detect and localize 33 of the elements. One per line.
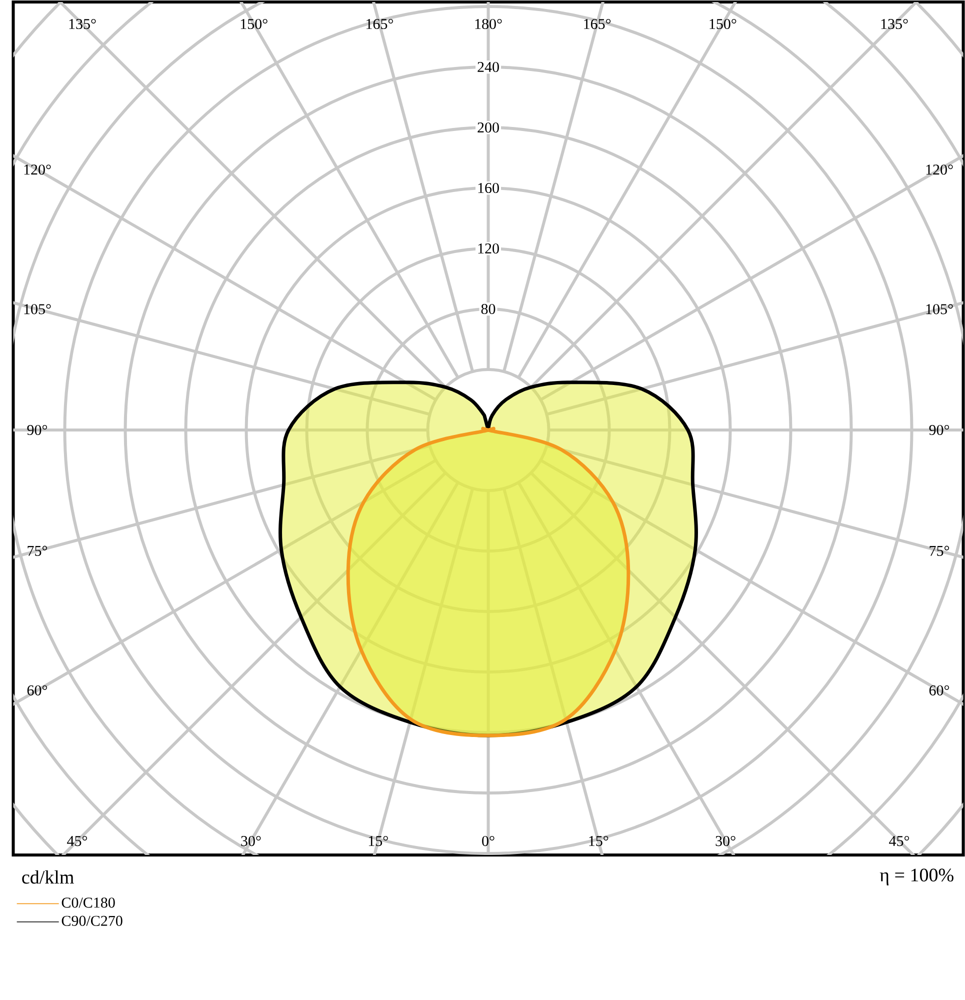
spoke-label: 105°	[926, 304, 953, 314]
spoke-label: 135°	[69, 18, 96, 30]
spoke-label: 165°	[366, 18, 393, 30]
y-tick-label: 120	[478, 243, 499, 254]
spoke-label: 105°	[24, 304, 51, 314]
spoke-label: 60°	[27, 685, 47, 696]
spoke-label: 60°	[929, 685, 949, 696]
y-tick-label: 80	[481, 304, 496, 314]
spoke-label: 180°	[475, 18, 502, 30]
spoke-label: 15°	[589, 836, 608, 846]
text: cd/klm	[22, 870, 74, 884]
spoke-label: 150°	[240, 18, 268, 30]
legend-label: C90/C270	[62, 916, 122, 926]
legend-label: C0/C180	[62, 898, 115, 908]
spoke-label: 120°	[24, 164, 51, 175]
spoke-label: 135°	[881, 18, 908, 30]
spoke-label: 150°	[710, 18, 736, 30]
spoke-label: 165°	[584, 18, 610, 30]
spoke-label: 120°	[926, 164, 953, 175]
y-tick-label: 160	[478, 182, 499, 194]
spoke-label: 30°	[241, 836, 261, 846]
spoke-label: 15°	[368, 836, 388, 846]
y-tick-label: 200	[478, 122, 499, 133]
spoke-label: 75°	[28, 546, 47, 556]
spoke-label: 45°	[66, 836, 87, 846]
y-tick-label: 240	[478, 62, 499, 72]
spoke-label: 90°	[27, 424, 47, 436]
spoke-label: 30°	[716, 836, 736, 846]
spoke-label: 75°	[930, 546, 949, 556]
spoke-label: 0°	[482, 836, 494, 846]
spoke-label: 90°	[929, 424, 949, 436]
spoke-label: 45°	[888, 836, 909, 846]
text: η = 100%	[880, 868, 954, 886]
